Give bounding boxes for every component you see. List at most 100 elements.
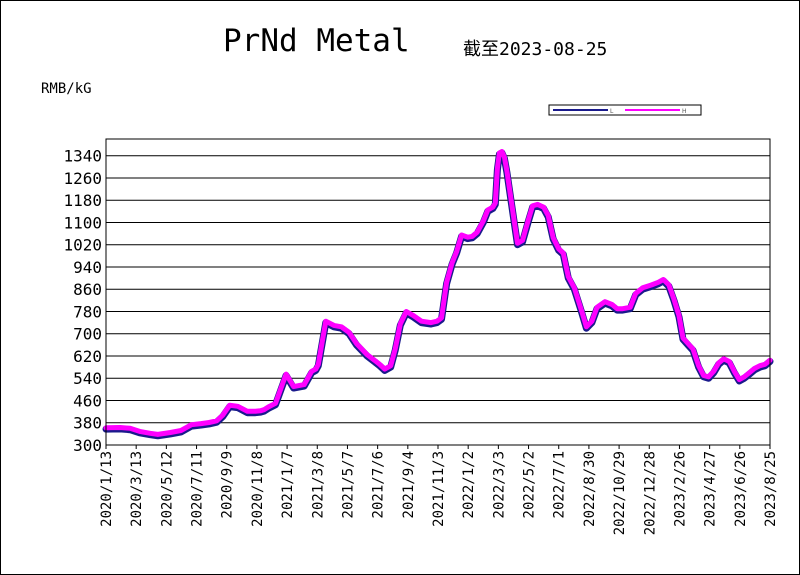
x-tick-label: 2022/5/2 [522, 451, 538, 518]
y-tick-label: 1100 [63, 213, 102, 232]
data-point-H [620, 306, 625, 311]
chart-title: PrNd Metal [223, 23, 410, 59]
data-point-H [727, 359, 732, 364]
y-tick-label: 1020 [63, 236, 102, 255]
data-point-H [520, 238, 525, 243]
data-point-H [227, 403, 232, 408]
x-axis-ticks: 2020/1/13 2020/3/13 2020/5/12 2020/7/11 2020… [99, 445, 779, 535]
data-point-H [220, 413, 225, 418]
x-tick-label: 2020/1/13 [99, 451, 115, 527]
data-point-H [685, 341, 691, 346]
data-point-H [354, 341, 359, 346]
data-point-H [198, 421, 204, 426]
data-point-H [732, 369, 737, 374]
data-point-H [339, 324, 344, 329]
data-point-H [261, 407, 267, 412]
y-axis-ticks: 300 380 460 540 620 700 780 860 940 1020 1100 1180 1… [63, 147, 102, 455]
data-point-H [711, 369, 716, 374]
data-point-H [690, 346, 696, 352]
data-point-H [676, 313, 682, 318]
data-point-H [706, 374, 711, 379]
data-point-H [510, 210, 516, 215]
data-point-H [444, 280, 449, 285]
data-point-H [302, 382, 307, 387]
x-tick-label: 2020/9/9 [220, 451, 236, 518]
y-tick-label: 380 [73, 414, 102, 433]
data-point-H [633, 291, 638, 296]
y-axis-unit-label: RMB/kG [41, 81, 92, 97]
x-tick-label: 2020/11/8 [250, 451, 266, 527]
data-point-H [393, 346, 398, 352]
data-point-H [214, 418, 219, 423]
x-tick-label: 2022/8/30 [582, 451, 598, 527]
y-tick-label: 540 [73, 369, 102, 388]
data-point-H [273, 401, 278, 406]
y-tick-label: 300 [73, 436, 102, 455]
x-tick-label: 2023/2/26 [672, 451, 688, 527]
data-point-H [434, 319, 440, 324]
data-point-H [411, 313, 416, 318]
x-tick-label: 2020/3/13 [129, 451, 145, 527]
data-point-H [245, 409, 250, 414]
data-point-H [535, 202, 540, 207]
data-point-H [589, 319, 595, 324]
as-of-date: 截至2023-08-25 [463, 39, 608, 60]
data-point-H [556, 246, 561, 252]
x-tick-label: 2021/11/3 [431, 451, 447, 527]
x-tick-label: 2020/7/11 [190, 451, 206, 527]
data-point-H [475, 230, 480, 235]
data-point-H [541, 205, 546, 210]
data-point-H [137, 429, 142, 434]
x-tick-label: 2021/1/7 [280, 451, 296, 518]
data-point-H [117, 425, 123, 430]
data-point-H [283, 371, 289, 377]
y-tick-label: 1180 [63, 191, 102, 210]
data-point-H [504, 168, 510, 174]
data-point-H [628, 305, 633, 310]
data-point-H [419, 319, 424, 324]
data-point-H [459, 232, 464, 238]
legend-label: L [610, 108, 614, 115]
data-point-H [291, 384, 296, 389]
data-point-H [594, 305, 600, 310]
data-point-H [525, 218, 531, 224]
x-tick-label: 2021/5/7 [340, 451, 356, 518]
data-point-H [515, 241, 520, 246]
x-tick-label: 2022/1/2 [461, 451, 477, 518]
data-point-H [377, 362, 382, 367]
x-tick-label: 2021/9/4 [401, 451, 417, 518]
data-point-H [465, 235, 470, 240]
data-point-H [189, 422, 194, 427]
data-point-H [364, 352, 370, 357]
data-point-H [372, 358, 378, 363]
data-point-H [481, 218, 486, 224]
data-point-H [323, 319, 328, 324]
data-point-H [168, 430, 173, 435]
data-point-H [696, 363, 701, 368]
data-point-H [762, 362, 768, 367]
x-tick-label: 2020/5/12 [159, 451, 175, 527]
data-point-H [428, 320, 434, 325]
data-point-H [127, 426, 133, 431]
data-point-H [493, 200, 498, 206]
data-point-H [661, 277, 666, 282]
x-tick-label: 2022/7/1 [552, 451, 568, 518]
y-tick-label: 940 [73, 258, 102, 277]
data-point-H [649, 282, 654, 288]
data-point-H [253, 409, 258, 414]
data-point-H [579, 307, 584, 313]
data-point-H [398, 321, 403, 327]
data-point-H [346, 330, 352, 335]
data-point-H [721, 356, 726, 361]
data-point-H [449, 260, 455, 265]
data-point-H [331, 323, 337, 328]
data-point-H [656, 280, 661, 285]
data-point-H [757, 363, 763, 368]
x-tick-label: 2023/6/26 [733, 451, 749, 527]
plot-area-border [105, 138, 771, 446]
data-point-H [530, 203, 535, 208]
x-tick-label: 2022/10/29 [612, 451, 628, 535]
data-point-H [546, 213, 551, 218]
